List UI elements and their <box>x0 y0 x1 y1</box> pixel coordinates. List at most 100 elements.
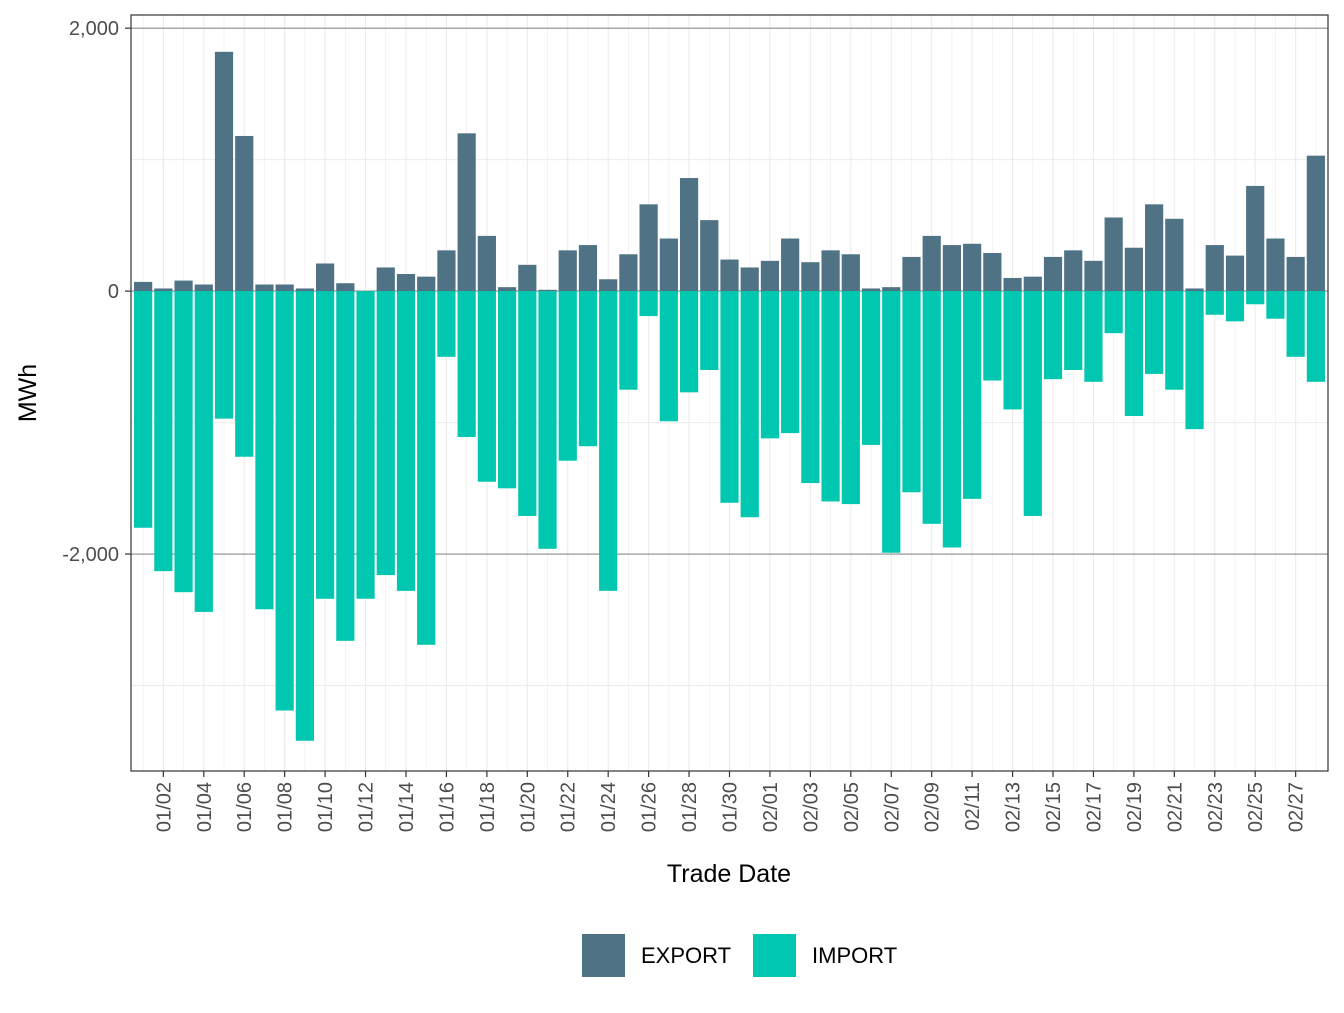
bar-import-02-24 <box>1225 291 1245 322</box>
bar-export-02-18 <box>1104 217 1123 292</box>
bar-import-02-25 <box>1246 291 1265 305</box>
bar-export-01-24 <box>599 279 618 292</box>
x-tick-label-01-12: 01/12 <box>356 782 378 832</box>
bar-import-01-28 <box>679 291 699 393</box>
x-axis: 01/02 01/04 01/06 01/08 01/10 01/12 01/14 01/16… <box>153 771 1308 832</box>
bar-export-02-21 <box>1165 218 1184 292</box>
bar-import-01-30 <box>720 291 739 503</box>
x-tick-label-01-30: 01/30 <box>720 782 742 832</box>
bar-export-01-02 <box>154 288 173 292</box>
bar-export-01-27 <box>659 238 678 292</box>
bar-import-02-21 <box>1165 291 1184 390</box>
y-axis-title: MWh <box>14 364 42 422</box>
bar-import-01-16 <box>437 291 456 357</box>
bar-export-01-21 <box>538 289 557 292</box>
x-tick-label-01-20: 01/20 <box>517 782 539 832</box>
bar-import-02-28 <box>1306 291 1325 382</box>
bar-import-01-10 <box>316 291 335 599</box>
bar-import-02-18 <box>1104 291 1123 334</box>
bar-export-01-16 <box>437 250 456 292</box>
bar-export-01-05 <box>214 51 234 292</box>
bar-export-01-09 <box>295 288 314 292</box>
bar-import-02-19 <box>1124 291 1143 416</box>
bar-import-01-02 <box>154 291 173 572</box>
bar-import-02-09 <box>922 291 941 524</box>
bar-export-01-18 <box>477 235 496 292</box>
x-tick-label-02-09: 02/09 <box>922 782 944 832</box>
x-tick-label-02-17: 02/17 <box>1083 782 1105 832</box>
bar-export-01-06 <box>235 135 254 292</box>
bar-export-01-07 <box>255 284 274 292</box>
x-tick-label-01-10: 01/10 <box>315 782 337 832</box>
bar-import-01-21 <box>538 291 557 549</box>
legend-swatch-export <box>582 934 625 977</box>
bar-export-01-25 <box>619 254 638 292</box>
bar-export-01-26 <box>639 204 658 292</box>
bar-export-01-03 <box>174 280 193 292</box>
bar-import-02-16 <box>1064 291 1083 370</box>
bar-export-02-27 <box>1286 256 1305 292</box>
bar-export-01-11 <box>336 283 355 292</box>
bar-export-02-07 <box>882 287 901 292</box>
bar-export-02-22 <box>1185 288 1204 292</box>
bar-export-01-31 <box>740 267 759 292</box>
bar-import-01-01 <box>134 291 153 528</box>
bar-import-01-15 <box>417 291 436 645</box>
x-tick-label-01-24: 01/24 <box>598 782 620 832</box>
bar-export-02-09 <box>922 235 941 292</box>
y-tick-label-0: -2,000 <box>62 544 119 566</box>
x-tick-label-01-18: 01/18 <box>477 782 499 832</box>
bar-import-01-17 <box>457 291 476 438</box>
bar-import-01-07 <box>255 291 274 610</box>
bar-import-02-02 <box>781 291 800 434</box>
bar-export-02-15 <box>1043 256 1063 292</box>
bar-import-01-03 <box>174 291 193 593</box>
legend: EXPORT IMPORT <box>582 934 897 977</box>
bar-export-01-30 <box>720 259 739 292</box>
x-tick-label-01-06: 01/06 <box>234 782 256 832</box>
x-tick-label-01-22: 01/22 <box>558 782 580 832</box>
bar-export-01-08 <box>275 284 294 292</box>
bar-import-02-04 <box>821 291 840 502</box>
x-tick-label-01-08: 01/08 <box>275 782 297 832</box>
bar-export-02-28 <box>1306 155 1325 292</box>
bar-import-02-26 <box>1266 291 1285 319</box>
bar-export-01-29 <box>700 220 719 292</box>
bar-export-01-01 <box>134 281 153 292</box>
bar-export-02-20 <box>1145 204 1164 292</box>
x-tick-label-02-07: 02/07 <box>881 782 903 832</box>
bar-import-01-14 <box>396 291 416 591</box>
x-tick-label-02-11: 02/11 <box>962 782 984 831</box>
x-tick-label-02-19: 02/19 <box>1124 782 1146 832</box>
bar-export-01-15 <box>417 276 436 292</box>
bar-export-02-23 <box>1205 245 1224 292</box>
x-tick-label-02-13: 02/13 <box>1003 782 1025 832</box>
bar-import-01-11 <box>336 291 355 641</box>
legend-swatch-import <box>753 934 796 977</box>
bar-import-02-12 <box>983 291 1002 381</box>
bar-import-02-27 <box>1286 291 1305 357</box>
bar-import-02-14 <box>1023 291 1042 516</box>
bar-export-02-01 <box>760 260 780 292</box>
bar-export-01-19 <box>497 287 517 292</box>
bar-export-02-16 <box>1064 250 1083 292</box>
x-tick-label-01-14: 01/14 <box>396 782 418 832</box>
bar-import-02-13 <box>1003 291 1022 410</box>
x-tick-label-01-28: 01/28 <box>679 782 701 832</box>
bar-export-02-02 <box>781 238 800 292</box>
bar-export-01-22 <box>558 250 577 292</box>
bar-export-01-10 <box>316 263 335 292</box>
bar-import-02-05 <box>841 291 860 505</box>
bar-export-02-08 <box>902 256 921 292</box>
bar-import-02-08 <box>902 291 921 493</box>
bar-export-02-19 <box>1124 247 1143 292</box>
bar-import-02-03 <box>801 291 820 484</box>
legend-label-export: EXPORT <box>641 943 731 968</box>
bar-export-02-03 <box>801 262 820 292</box>
bar-import-01-12 <box>356 291 375 599</box>
bar-export-02-13 <box>1003 277 1022 292</box>
x-tick-label-02-15: 02/15 <box>1043 782 1065 832</box>
bar-export-01-23 <box>578 245 598 292</box>
x-tick-label-02-21: 02/21 <box>1164 782 1186 832</box>
